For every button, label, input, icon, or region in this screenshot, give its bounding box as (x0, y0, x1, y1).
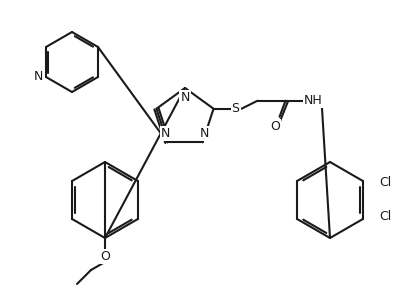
Text: N: N (34, 70, 43, 84)
Text: Cl: Cl (379, 177, 391, 189)
Text: N: N (161, 127, 170, 140)
Text: S: S (232, 102, 239, 115)
Text: Cl: Cl (379, 210, 391, 224)
Text: N: N (200, 127, 209, 140)
Text: NH: NH (304, 94, 323, 107)
Text: O: O (271, 120, 281, 133)
Text: N: N (180, 91, 190, 104)
Text: O: O (100, 249, 110, 263)
